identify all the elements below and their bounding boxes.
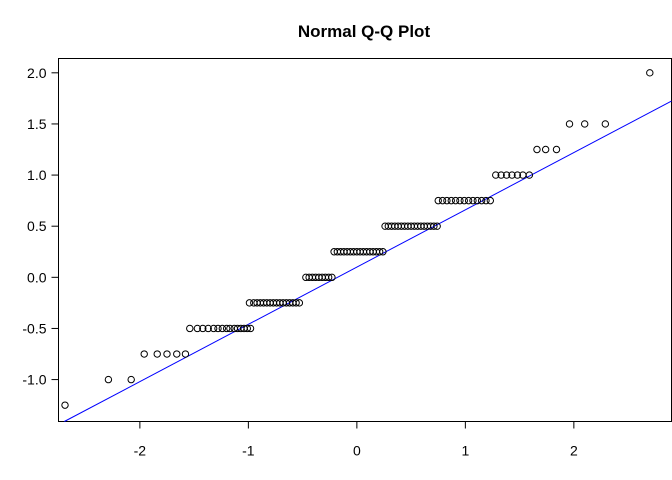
- data-point: [482, 196, 490, 205]
- data-point: [104, 375, 113, 384]
- data-point: [61, 401, 69, 409]
- data-point: [434, 196, 442, 205]
- data-point: [245, 299, 254, 307]
- data-point: [513, 171, 522, 179]
- qq-reference-line: [64, 100, 672, 422]
- data-point: [646, 69, 654, 77]
- data-point: [379, 248, 387, 256]
- data-point: [460, 196, 468, 205]
- y-tick-label: 1.5: [27, 116, 47, 132]
- x-tick-label: 0: [353, 443, 361, 459]
- data-point: [222, 324, 231, 333]
- data-point: [443, 196, 451, 205]
- data-point: [552, 145, 561, 154]
- data-point: [218, 324, 227, 333]
- x-tick-label: -1: [242, 443, 255, 459]
- y-axis: -1.0 -0.5 0.0 0.5 1.0 1.5 2.0: [22, 65, 59, 388]
- data-point: [525, 171, 534, 179]
- data-point: [204, 324, 212, 333]
- data-point: [581, 120, 589, 128]
- data-point: [186, 324, 194, 333]
- data-point: [328, 273, 336, 282]
- data-point: [533, 145, 541, 154]
- y-tick-label: 2.0: [27, 65, 47, 81]
- data-point: [447, 196, 455, 205]
- data-point: [477, 196, 486, 205]
- data-point: [324, 273, 333, 282]
- data-point: [163, 350, 171, 358]
- x-tick-label: 2: [570, 443, 578, 459]
- data-point: [508, 171, 516, 179]
- data-point: [292, 299, 300, 307]
- data-point: [173, 350, 181, 358]
- data-point: [492, 171, 500, 179]
- data-point: [193, 324, 202, 333]
- y-tick-label: 1.0: [27, 167, 47, 183]
- data-point: [153, 350, 161, 358]
- data-point: [246, 324, 255, 333]
- data-point: [243, 324, 251, 333]
- x-tick-label: 1: [461, 443, 469, 459]
- data-point: [502, 171, 511, 179]
- data-point: [451, 196, 460, 205]
- data-point: [199, 324, 207, 333]
- data-point: [375, 248, 384, 256]
- y-tick-label: 0.5: [27, 218, 47, 234]
- data-point: [430, 222, 438, 230]
- data-point: [464, 196, 473, 205]
- data-point: [473, 196, 481, 205]
- data-point: [565, 120, 574, 128]
- data-point: [497, 171, 505, 179]
- data-points: [61, 69, 654, 409]
- y-tick-label: -1.0: [22, 372, 46, 388]
- data-point: [181, 350, 190, 358]
- data-point: [127, 375, 135, 384]
- data-point: [486, 196, 495, 205]
- data-point: [295, 299, 304, 307]
- data-point: [469, 196, 477, 205]
- data-point: [456, 196, 464, 205]
- data-point: [140, 350, 148, 358]
- x-tick-label: -2: [134, 443, 147, 459]
- data-point: [214, 324, 222, 333]
- y-tick-label: -0.5: [22, 320, 46, 336]
- data-point: [438, 196, 447, 205]
- plot-area-frame: [58, 58, 672, 422]
- data-point: [226, 324, 234, 333]
- chart-title: Normal Q-Q Plot: [298, 22, 431, 41]
- x-axis: -2 -1 0 1 2: [134, 421, 578, 459]
- y-tick-label: 0.0: [27, 269, 47, 285]
- data-point: [209, 324, 218, 333]
- data-point: [541, 145, 550, 154]
- data-point: [601, 120, 610, 128]
- data-point: [433, 222, 441, 230]
